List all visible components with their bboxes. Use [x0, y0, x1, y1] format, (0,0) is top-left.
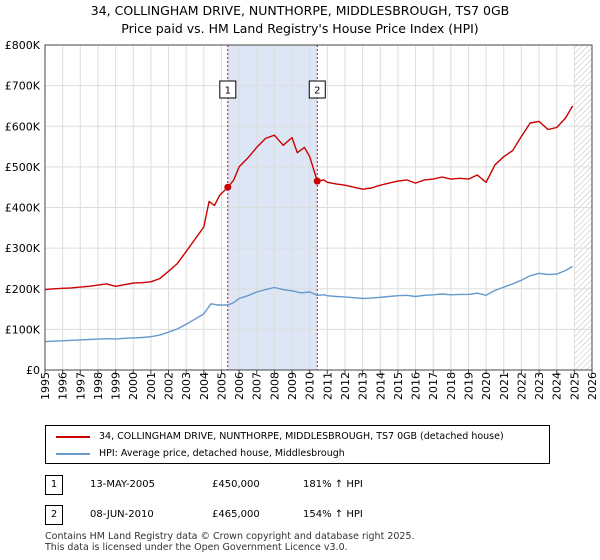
sale-label-box [219, 80, 237, 99]
x-tick-label: 2006 [233, 372, 246, 400]
legend-price-swatch [56, 436, 90, 438]
chart-subtitle: Price paid vs. HM Land Registry's House … [121, 21, 479, 36]
footer-licence: This data is licensed under the Open Gov… [45, 542, 348, 553]
x-tick-label: 2011 [321, 372, 334, 400]
sale-row-2: 2 08-JUN-2010 £465,000 154% ↑ HPI [0, 504, 600, 526]
y-tick-label: £400K [5, 202, 41, 215]
x-tick-label: 2003 [180, 372, 193, 400]
y-tick-label: £600K [5, 120, 41, 133]
y-tick-label: £300K [5, 242, 41, 255]
x-tick-label: 2009 [286, 372, 299, 400]
x-tick-label: 1995 [39, 372, 52, 400]
x-tick-label: 2010 [304, 372, 317, 400]
plot-frame [44, 44, 593, 371]
sale-point [224, 183, 232, 191]
legend-hpi-label: HPI: Average price, detached house, Midd… [99, 448, 345, 459]
price-paid-line [44, 105, 574, 291]
price-chart: 1 2 £0 £100K £200K £300K £400K £500K £600K £700K £… [5, 39, 599, 400]
x-tick-label: 2007 [251, 372, 264, 400]
chart-title: 34, COLLINGHAM DRIVE, NUNTHORPE, MIDDLES… [90, 3, 510, 18]
sale-hpi-change: 181% ↑ HPI [303, 479, 363, 490]
x-tick-label: 2000 [127, 372, 140, 400]
hpi-line [44, 265, 573, 343]
x-tick-label: 2020 [480, 372, 493, 400]
sale-price: £465,000 [212, 509, 260, 520]
x-tick-label: 2019 [462, 372, 475, 400]
x-tick-label: 1999 [110, 372, 123, 400]
y-tick-label: £200K [5, 283, 41, 296]
x-tick-label: 2012 [339, 372, 352, 400]
x-tick-label: 2026 [586, 372, 599, 400]
sale-label-text: 1 [225, 86, 231, 97]
x-tick-label: 2013 [357, 372, 370, 400]
x-tick-label: 2005 [215, 372, 228, 400]
x-tick-label: 2004 [198, 372, 211, 400]
x-tick-label: 2018 [445, 372, 458, 400]
sale-point [313, 177, 321, 185]
y-tick-label: £800K [5, 39, 41, 52]
y-tick-label: £0 [26, 364, 40, 377]
x-tick-label: 2023 [533, 372, 546, 400]
sale-hpi-change: 154% ↑ HPI [303, 509, 363, 520]
sale-label-text: 2 [314, 86, 320, 97]
x-tick-label: 2022 [515, 372, 528, 400]
x-tick-label: 1997 [74, 372, 87, 400]
sale-row-1: 1 13-MAY-2005 £450,000 181% ↑ HPI [0, 474, 600, 496]
sale-label-box [308, 80, 326, 99]
y-tick-label: £100K [5, 323, 41, 336]
legend-hpi-swatch [56, 453, 90, 455]
x-tick-label: 2002 [163, 372, 176, 400]
sale-number: 1 [45, 475, 63, 495]
sale-date: 08-JUN-2010 [90, 509, 154, 520]
legend-price-label: 34, COLLINGHAM DRIVE, NUNTHORPE, MIDDLES… [99, 431, 504, 442]
x-tick-label: 2016 [410, 372, 423, 400]
sale-number: 2 [45, 505, 63, 525]
sale-price: £450,000 [212, 479, 260, 490]
x-tick-label: 2015 [392, 372, 405, 400]
x-tick-label: 1998 [92, 372, 105, 400]
y-tick-label: £700K [5, 80, 41, 93]
legend: 34, COLLINGHAM DRIVE, NUNTHORPE, MIDDLES… [45, 425, 550, 464]
sale-date: 13-MAY-2005 [90, 479, 156, 490]
x-tick-label: 2008 [268, 372, 281, 400]
footer-copyright: Contains HM Land Registry data © Crown c… [45, 531, 415, 542]
x-tick-label: 2017 [427, 372, 440, 400]
x-tick-label: 2014 [374, 372, 387, 400]
y-tick-label: £500K [5, 161, 41, 174]
x-tick-label: 2021 [498, 372, 511, 400]
x-tick-label: 1996 [57, 372, 70, 400]
x-tick-label: 2025 [568, 372, 581, 400]
x-tick-label: 2024 [551, 372, 564, 400]
x-tick-label: 2001 [145, 372, 158, 400]
